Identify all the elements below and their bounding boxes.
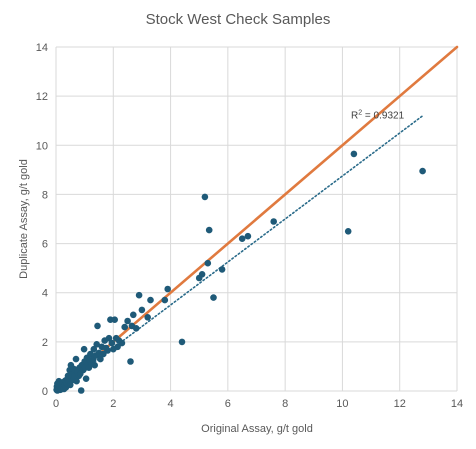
r-squared-label: R2 = 0.9321 — [351, 109, 405, 121]
data-point — [178, 338, 186, 346]
data-point — [205, 226, 213, 234]
x-tick-label: 10 — [336, 398, 348, 410]
data-point — [91, 361, 98, 369]
data-point — [67, 381, 74, 389]
x-tick-labels: 0 2 4 6 8 10 12 14 — [53, 398, 463, 410]
data-point — [135, 291, 143, 299]
data-point — [77, 387, 85, 394]
x-tick-label: 8 — [282, 398, 288, 410]
data-point — [104, 347, 111, 354]
x-tick-label: 4 — [168, 398, 174, 410]
y-tick-label: 8 — [42, 189, 48, 201]
data-point — [111, 316, 118, 324]
one-to-one-line — [54, 45, 459, 393]
y-tick-label: 14 — [36, 42, 48, 54]
data-point — [72, 355, 80, 363]
data-point — [80, 345, 88, 353]
data-point — [124, 317, 131, 325]
data-point — [238, 235, 246, 242]
data-point — [82, 375, 90, 383]
data-point — [73, 377, 80, 385]
x-tick-label: 12 — [394, 398, 406, 410]
data-point — [118, 339, 126, 347]
data-point — [121, 323, 128, 331]
r-squared-superscript: 2 — [358, 109, 362, 116]
data-point — [114, 343, 121, 351]
y-tick-label: 10 — [36, 140, 48, 152]
data-point — [132, 325, 140, 332]
data-point — [344, 228, 352, 235]
x-tick-label: 6 — [225, 398, 231, 410]
data-point — [164, 285, 171, 293]
data-point — [419, 167, 426, 175]
x-tick-label: 0 — [53, 398, 59, 410]
data-point — [210, 294, 217, 301]
x-tick-label: 14 — [451, 398, 463, 410]
r-squared-prefix: R — [351, 110, 358, 121]
chart-title: Stock West Check Samples — [146, 11, 331, 28]
data-point — [204, 259, 212, 267]
data-point — [94, 322, 101, 330]
data-point — [130, 311, 137, 319]
data-point — [350, 150, 358, 158]
y-tick-label: 12 — [36, 91, 48, 103]
data-point — [161, 296, 169, 304]
y-tick-label: 0 — [42, 386, 48, 398]
data-point — [270, 218, 278, 225]
y-axis-title: Duplicate Assay, g/t gold — [18, 159, 30, 279]
data-point — [127, 358, 134, 365]
data-point — [144, 314, 151, 321]
data-point — [97, 355, 104, 363]
data-point — [90, 345, 98, 353]
data-point — [244, 232, 252, 240]
data-points — [53, 150, 426, 394]
x-tick-label: 2 — [110, 398, 116, 410]
data-point — [218, 266, 226, 273]
y-tick-label: 2 — [42, 337, 48, 349]
data-point — [108, 339, 116, 347]
data-point — [87, 350, 94, 358]
data-point — [138, 306, 146, 314]
x-axis-title: Original Assay, g/t gold — [201, 423, 313, 435]
grid — [55, 46, 458, 392]
y-tick-label: 6 — [42, 239, 48, 251]
data-point — [198, 271, 206, 278]
data-point — [93, 341, 100, 348]
r-squared-value: = 0.9321 — [362, 110, 404, 121]
y-tick-label: 4 — [42, 288, 48, 300]
y-tick-labels: 0 2 4 6 8 10 12 14 — [36, 42, 48, 398]
data-point — [201, 193, 209, 201]
data-point — [147, 296, 154, 304]
data-point — [105, 334, 113, 342]
